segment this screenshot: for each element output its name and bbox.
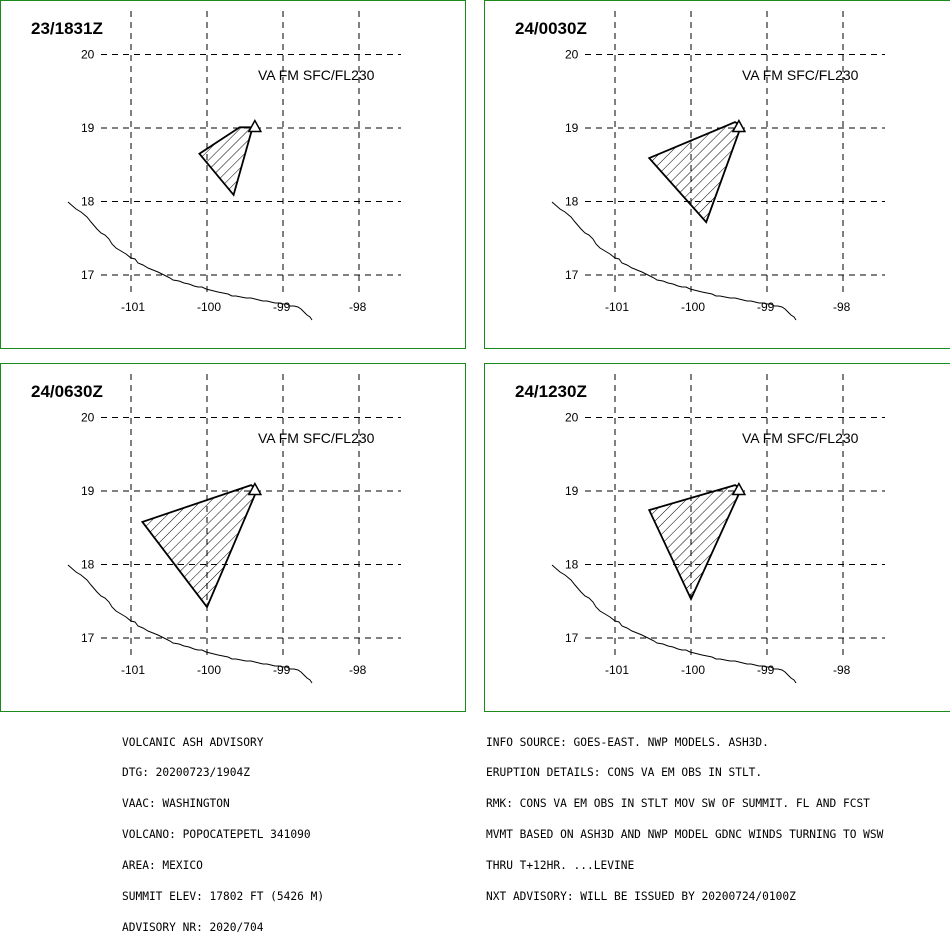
lat-label: 19 — [81, 484, 95, 498]
advisory-line: VAAC: WASHINGTON — [122, 797, 230, 811]
lon-label: -101 — [121, 663, 145, 677]
volcano-triangle-icon — [731, 118, 747, 133]
panel-time: 23/1831Z — [31, 19, 103, 38]
panel-time: 24/1230Z — [515, 382, 587, 401]
lat-label: 20 — [565, 411, 579, 425]
advisory-line: AREA: MEXICO — [122, 859, 203, 873]
lat-label: 18 — [565, 195, 579, 209]
advisory-line: DTG: 20200723/1904Z — [122, 766, 250, 780]
lon-label: -98 — [349, 663, 367, 677]
advisory-line: VOLCANIC ASH ADVISORY — [122, 735, 264, 749]
lon-label: -101 — [605, 300, 629, 314]
lon-label: -100 — [197, 663, 221, 677]
lat-label: 17 — [81, 631, 95, 645]
volcano-triangle-icon — [731, 481, 747, 496]
lon-label: -98 — [833, 663, 851, 677]
lat-label: 20 — [565, 48, 579, 62]
map-canvas: -101 -100 -99 -98 20 19 18 17 — [551, 374, 885, 684]
ash-cloud-polygon — [198, 126, 254, 197]
advisory-line: THRU T+12HR. ...LEVINE — [486, 859, 635, 873]
coastline — [67, 564, 313, 684]
va-label: VA FM SFC/FL230 — [742, 67, 859, 83]
lat-label: 18 — [81, 195, 95, 209]
advisory-line: INFO SOURCE: GOES-EAST. NWP MODELS. ASH3… — [486, 735, 769, 749]
coastline — [67, 201, 313, 321]
advisory-line: ERUPTION DETAILS: CONS VA EM OBS IN STLT… — [486, 766, 763, 780]
lat-label: 17 — [565, 631, 579, 645]
map-canvas: -101 -100 -99 -98 20 19 18 17 — [67, 374, 401, 684]
advisory-header-text: VOLCANIC ASH ADVISORY DTG: 20200723/1904… — [122, 717, 324, 944]
lat-label: 19 — [81, 121, 95, 135]
advisory-line: RMK: CONS VA EM OBS IN STLT MOV SW OF SU… — [486, 797, 870, 811]
advisory-line: ADVISORY NR: 2020/704 — [122, 920, 264, 934]
map-canvas: -101 -100 -99 -98 20 19 18 17 — [67, 11, 401, 321]
lat-label: 17 — [81, 268, 95, 282]
advisory-line: SUMMIT ELEV: 17802 FT (5426 M) — [122, 890, 325, 904]
advisory-details-text: INFO SOURCE: GOES-EAST. NWP MODELS. ASH3… — [486, 717, 950, 913]
coastline — [551, 201, 797, 321]
lon-label: -101 — [605, 663, 629, 677]
lon-label: -100 — [681, 663, 705, 677]
lon-label: -99 — [757, 300, 775, 314]
ash-cloud-polygon — [647, 484, 743, 602]
map-panel-4: -101 -100 -99 -98 20 19 18 17 24/1230Z VA FM SF… — [484, 363, 950, 712]
advisory-line: VOLCANO: POPOCATEPETL 341090 — [122, 828, 311, 842]
lon-label: -99 — [273, 663, 291, 677]
lon-label: -99 — [273, 300, 291, 314]
va-label: VA FM SFC/FL230 — [258, 430, 375, 446]
advisory-line: NXT ADVISORY: WILL BE ISSUED BY 20200724… — [486, 890, 796, 904]
map-panel-2: -101 -100 -99 -98 20 19 18 17 24/0030Z VA FM SF… — [484, 0, 950, 349]
panel-time: 24/0030Z — [515, 19, 587, 38]
ash-cloud-polygon — [647, 121, 743, 224]
map-canvas: -101 -100 -99 -98 20 19 18 17 — [551, 11, 885, 321]
lat-label: 17 — [565, 268, 579, 282]
va-label: VA FM SFC/FL230 — [258, 67, 375, 83]
lon-label: -98 — [349, 300, 367, 314]
advisory-line: MVMT BASED ON ASH3D AND NWP MODEL GDNC W… — [486, 828, 884, 842]
panel-time: 24/0630Z — [31, 382, 103, 401]
lon-label: -100 — [197, 300, 221, 314]
lat-label: 19 — [565, 484, 579, 498]
lat-label: 18 — [565, 558, 579, 572]
coastline — [551, 564, 797, 684]
lon-label: -100 — [681, 300, 705, 314]
va-label: VA FM SFC/FL230 — [742, 430, 859, 446]
map-panel-1: -101 -100 -99 -98 20 19 18 17 23/1831Z VA FM SF… — [0, 0, 466, 349]
map-panel-3: -101 -100 -99 -98 20 19 18 17 24/0630Z VA FM SF… — [0, 363, 466, 712]
lat-label: 19 — [565, 121, 579, 135]
lon-label: -99 — [757, 663, 775, 677]
lon-label: -101 — [121, 300, 145, 314]
ash-cloud-polygon — [140, 484, 259, 609]
lat-label: 18 — [81, 558, 95, 572]
lat-label: 20 — [81, 48, 95, 62]
lat-label: 20 — [81, 411, 95, 425]
lon-label: -98 — [833, 300, 851, 314]
volcano-triangle-icon — [247, 118, 263, 133]
volcano-triangle-icon — [247, 481, 263, 496]
